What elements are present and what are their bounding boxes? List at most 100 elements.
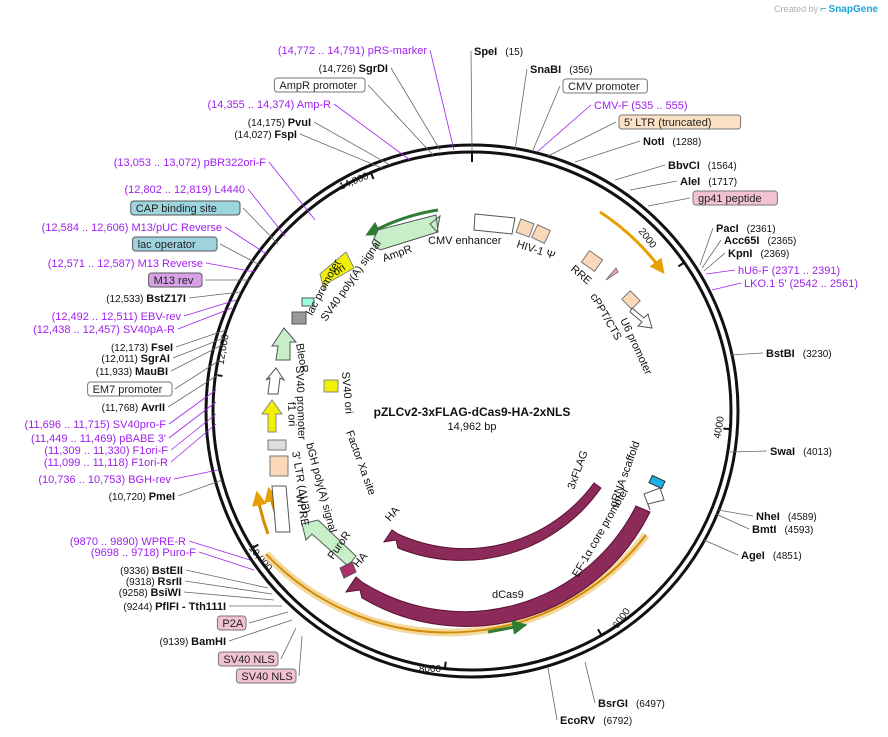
ruler-tick bbox=[597, 628, 603, 637]
label-leader-line bbox=[170, 423, 217, 463]
snapgene-logo-icon: ⌐ bbox=[820, 3, 827, 15]
bgh-feature bbox=[267, 439, 287, 451]
left-label-15: (12,438 .. 12,457) SV40pA-R bbox=[33, 307, 233, 336]
right-label-3: CMV-F (535 .. 555) bbox=[536, 100, 688, 153]
label-leader-line bbox=[647, 197, 691, 207]
labels-right: SpeI (15) SnaBI (356) CMV promoter CMV-F (535… bbox=[470, 46, 858, 727]
label-hiv-psi: HIV-1 Ψ bbox=[515, 238, 557, 262]
left-label-4: (14,175) PvuI bbox=[248, 117, 391, 166]
left-label-9: (12,584 .. 12,606) M13/pUC Reverse bbox=[42, 222, 269, 256]
feature-box bbox=[148, 272, 203, 288]
right-label-6: BbvCI (1564) bbox=[614, 160, 737, 181]
lac-operator-feature bbox=[301, 297, 315, 307]
site-label: AgeI (4851) bbox=[741, 550, 802, 562]
primer-label: (11,449 .. 11,469) pBABE 3' bbox=[31, 433, 166, 445]
feature-box-label: CAP binding site bbox=[136, 203, 217, 215]
left-label-2: AmpR promoter bbox=[273, 77, 434, 156]
right-label-13: LKO.1 5' (2542 .. 2561) bbox=[711, 278, 858, 291]
site-label: (14,027) FspI bbox=[234, 129, 297, 141]
feature-box-label: 5' LTR (truncated) bbox=[624, 117, 711, 129]
label-leader-line bbox=[514, 68, 528, 151]
puror-green-arrow bbox=[487, 620, 528, 635]
ori-arrow bbox=[319, 251, 355, 292]
site-label: (9336) BstEII bbox=[120, 565, 183, 577]
site-label: BsrGI (6497) bbox=[598, 698, 665, 710]
right-label-2: CMV promoter bbox=[532, 78, 648, 151]
feature-box-label: EM7 promoter bbox=[93, 384, 163, 396]
hiv-psi-feature bbox=[515, 218, 535, 238]
small-orange-arc-1 bbox=[252, 490, 270, 535]
feature-box-label: SV40 NLS bbox=[223, 654, 274, 666]
primer-label: (9698 .. 9718) Puro-F bbox=[91, 547, 196, 559]
site-label: (9244) PflFI - Tth111I bbox=[123, 601, 226, 613]
left-label-27: (9870 .. 9890) WPRE-R bbox=[70, 536, 251, 561]
snapgene-credit: Created by ⌐ SnapGene bbox=[774, 3, 878, 15]
label-leader-line bbox=[299, 133, 383, 169]
labels-left: (14,772 .. 14,791) pRS-marker (14,726) Sg… bbox=[25, 45, 455, 684]
site-label: BmtI (4593) bbox=[752, 524, 813, 536]
site-label: (9139) BamHI bbox=[159, 636, 226, 648]
left-label-0: (14,772 .. 14,791) pRS-marker bbox=[278, 45, 455, 151]
label-leader-line bbox=[172, 337, 225, 359]
primer-label: (11,696 .. 11,715) SV40pro-F bbox=[25, 419, 167, 431]
left-label-23: (11,309 .. 11,330) F1ori-F bbox=[44, 413, 217, 457]
site-label: (12,533) BstZ17I bbox=[106, 293, 186, 305]
label-leader-line bbox=[170, 344, 223, 372]
right-label-15: SwaI (4013) bbox=[729, 446, 832, 458]
site-label: (12,173) FseI bbox=[111, 342, 173, 354]
primer-label: (12,584 .. 12,606) M13/pUC Reverse bbox=[42, 222, 222, 234]
site-label: BbvCI (1564) bbox=[668, 160, 737, 172]
left-label-14: (12,492 .. 12,511) EBV-rev bbox=[52, 299, 237, 323]
label-leader-line bbox=[228, 619, 293, 642]
ruler-tick bbox=[214, 373, 223, 377]
label-leader-line bbox=[188, 540, 251, 561]
left-label-31: (9258) BsiWI bbox=[119, 587, 275, 601]
label-leader-line bbox=[574, 140, 641, 163]
label-ha-1: HA bbox=[383, 504, 402, 524]
site-label: (11,768) AvrII bbox=[102, 402, 165, 414]
dcas9-arrow bbox=[344, 505, 651, 627]
label-sv40-promoter: SV40 promoter bbox=[293, 366, 308, 441]
left-label-26: (10,720) PmeI bbox=[109, 479, 223, 503]
left-label-32: (9244) PflFI - Tth111I bbox=[123, 601, 282, 613]
left-label-21: (11,696 .. 11,715) SV40pro-F bbox=[25, 389, 217, 431]
left-label-10: lac operator bbox=[132, 236, 261, 266]
left-label-3: (14,355 .. 14,374) Amp-R bbox=[207, 99, 411, 161]
site-label: (11,933) MauBI bbox=[96, 366, 168, 378]
label-leader-line bbox=[470, 50, 473, 151]
left-label-29: (9336) BstEII bbox=[120, 565, 269, 589]
ef1a-core-promoter-arrow bbox=[643, 487, 665, 511]
right-label-9: PacI (2361) bbox=[699, 223, 776, 266]
site-label: AleI (1717) bbox=[680, 176, 737, 188]
label-leader-line bbox=[699, 227, 714, 266]
label-f1-ori: f1 ori bbox=[285, 402, 298, 427]
right-label-10: Acc65I (2365) bbox=[701, 235, 796, 269]
left-label-19: EM7 promoter bbox=[87, 359, 221, 397]
label-leader-line bbox=[170, 413, 217, 451]
label-leader-line bbox=[717, 509, 754, 517]
left-label-22: (11,449 .. 11,469) pBABE 3' bbox=[31, 401, 217, 445]
label-leader-line bbox=[367, 84, 434, 156]
u6-promoter-feature bbox=[629, 307, 653, 329]
lentiviral-orange-arc bbox=[599, 210, 665, 274]
label-leader-line bbox=[333, 103, 411, 161]
label-leader-line bbox=[429, 49, 455, 151]
ltr3-feature bbox=[269, 455, 289, 477]
feature-box-label: M13 rev bbox=[154, 275, 194, 287]
label-leader-line bbox=[174, 359, 221, 390]
label-leader-line bbox=[247, 188, 286, 237]
inner-features bbox=[261, 208, 666, 635]
label-leader-line bbox=[703, 252, 726, 272]
left-label-25: (10,736 .. 10,753) BGH-rev bbox=[38, 469, 219, 486]
left-label-16: (12,173) FseI bbox=[111, 329, 227, 354]
label-leader-line bbox=[703, 539, 739, 556]
label-leader-line bbox=[183, 591, 275, 601]
feature-box bbox=[217, 651, 279, 667]
right-label-1: SnaBI (356) bbox=[514, 64, 593, 151]
label-leader-line bbox=[532, 85, 561, 151]
primer-label: (12,438 .. 12,457) SV40pA-R bbox=[33, 324, 175, 336]
left-label-20: (11,768) AvrII bbox=[102, 374, 219, 414]
primer-label: (9870 .. 9890) WPRE-R bbox=[70, 536, 186, 548]
site-label: SnaBI (356) bbox=[530, 64, 593, 76]
